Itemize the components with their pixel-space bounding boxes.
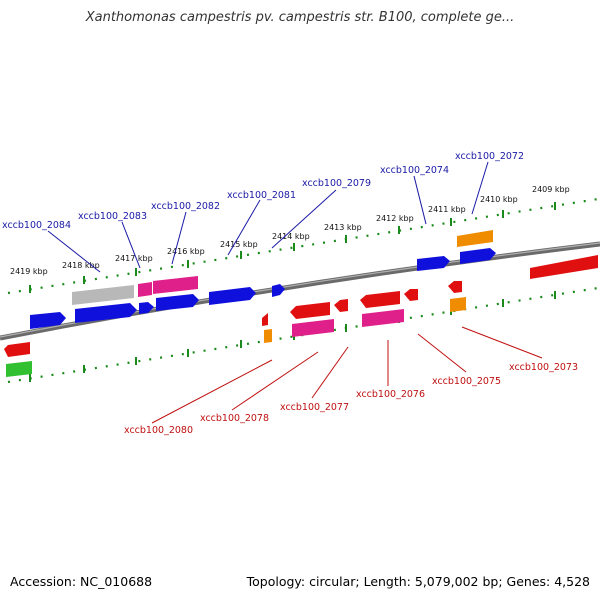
kbp-label: 2409 kbp [532, 185, 570, 194]
gene-label: xccb100_2072 [455, 151, 524, 162]
gene-arrow-orange [264, 329, 272, 343]
kbp-label: 2413 kbp [324, 223, 362, 232]
gene-arrow-blue [139, 302, 154, 314]
kbp-label: 2417 kbp [115, 254, 153, 263]
top-leader-lines [47, 161, 489, 273]
gene-arrow-red [334, 299, 348, 312]
kbp-label: 2415 kbp [220, 240, 258, 249]
bottom-gene-labels: xccb100_2080 xccb100_2078 xccb100_2077 x… [124, 362, 578, 436]
gene-arrow-blue [30, 312, 66, 329]
gene-arrow-blue [209, 287, 256, 305]
gene-label: xccb100_2078 [200, 413, 269, 424]
bottom-leader-lines [151, 326, 543, 424]
gene-arrow-red [448, 281, 462, 293]
gene-arrow-red [262, 313, 268, 326]
kbp-label: 2414 kbp [272, 232, 310, 241]
gene-label: xccb100_2074 [380, 165, 449, 176]
kbp-label: 2410 kbp [480, 195, 518, 204]
gene-arrow-blue [156, 294, 199, 311]
gene-arrow-red [360, 291, 400, 308]
gene-arrow-green [6, 361, 32, 377]
gene-features [4, 230, 598, 377]
kbp-label: 2411 kbp [428, 205, 466, 214]
top-gene-labels: xccb100_2084 xccb100_2083 xccb100_2082 x… [2, 151, 524, 231]
gene-arrow-blue [75, 303, 137, 323]
gene-arrow-pink [138, 282, 152, 297]
gene-label: xccb100_2075 [432, 376, 501, 387]
page-title: Xanthomonas campestris pv. campestris st… [85, 10, 515, 25]
gene-arrow-pink [362, 309, 404, 327]
accession-text: Accession: NC_010688 [10, 574, 153, 589]
gene-arrow-orange [450, 297, 466, 312]
gene-label: xccb100_2076 [356, 389, 425, 400]
gene-arrow-blue [417, 256, 450, 271]
gene-label: xccb100_2083 [78, 211, 147, 222]
gene-arrow-blue [272, 284, 285, 297]
gene-arrow-red [290, 302, 330, 319]
gene-arrow-gray [72, 285, 134, 305]
gene-arrow-red [4, 342, 30, 357]
gene-arrow-pink [292, 319, 334, 337]
gene-label: xccb100_2077 [280, 402, 349, 413]
kbp-label: 2419 kbp [10, 267, 48, 276]
gene-arrow-blue [460, 248, 496, 264]
gene-arrow-red [404, 289, 418, 301]
gene-label: xccb100_2080 [124, 425, 193, 436]
gene-label: xccb100_2084 [2, 220, 71, 231]
gene-label: xccb100_2073 [509, 362, 578, 373]
kbp-label: 2412 kbp [376, 214, 414, 223]
gene-arrow-pink [153, 276, 198, 294]
gene-label: xccb100_2082 [151, 201, 220, 212]
kbp-label: 2416 kbp [167, 247, 205, 256]
kbp-labels: 2419 kbp 2418 kbp 2417 kbp 2416 kbp 2415… [10, 185, 570, 276]
gene-label: xccb100_2079 [302, 178, 371, 189]
top-tick-track [7, 197, 599, 295]
gene-arrow-orange [457, 230, 493, 247]
topology-text: Topology: circular; Length: 5,079,002 bp… [246, 574, 590, 589]
kbp-label: 2418 kbp [62, 261, 100, 270]
gene-label: xccb100_2081 [227, 190, 296, 201]
gene-arrow-red [530, 255, 598, 279]
